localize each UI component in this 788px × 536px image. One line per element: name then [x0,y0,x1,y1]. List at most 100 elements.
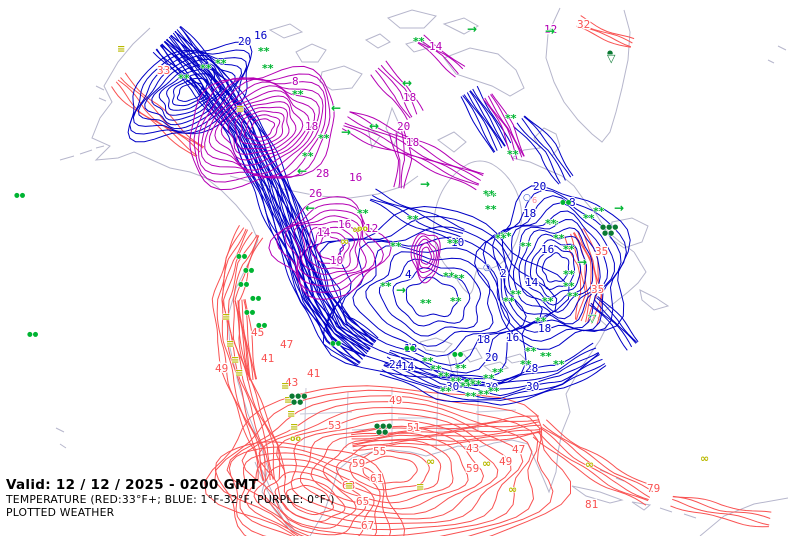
contour-line-cold [524,233,587,306]
contour-line-warm [258,406,524,531]
weather-symbol-snow: ** [593,205,605,218]
weather-symbol-snow: ** [438,370,450,383]
weather-symbol-snow: ** [488,385,500,398]
contour-line-warm [570,233,587,320]
contour-line-warm [290,419,499,520]
contour-label: 65 [356,495,369,508]
coastline-path [405,39,429,53]
contour-line-cold [132,52,248,132]
contour-line-cold [369,199,459,246]
contour-line-cold [386,352,599,386]
contour-label: 20 [238,35,251,48]
contour-line-warm [239,452,381,536]
weather-symbol-eq: ≡ [281,381,289,392]
weather-symbol-inf: ∞ [585,458,594,471]
contour-line-deepcold [344,122,480,185]
weather-symbol-circ: ○ [483,263,491,273]
contour-line-cold [381,363,606,401]
contour-line-warm [228,446,392,536]
weather-symbol-arrR: → [396,283,406,297]
contour-line-deepcold [220,95,304,161]
contour-label: 16 [506,331,519,344]
contour-line-warm [582,228,603,326]
weather-symbol-six: 6 [532,196,537,205]
weather-symbol-cluster: ●● [376,428,388,436]
contour-line-deepcold [293,215,367,281]
weather-symbol-dots: ●● [464,377,476,385]
weather-symbol-snow: ** [357,207,369,220]
contour-line-warm [117,79,201,153]
contour-line-warm [351,419,540,436]
contour-label: 16 [254,29,267,42]
contour-line-warm [214,441,406,536]
coastline-path [461,347,483,363]
contour-label: 12 [365,222,378,235]
contour-line-deepcold [284,209,376,287]
contour-label: 79 [647,482,660,495]
contour-line-warm [670,505,769,528]
weather-symbol-snow: ** [540,350,552,363]
weather-symbol-snow: ** [390,240,402,253]
contour-line-deepcold [268,196,392,300]
weather-symbol-snow: ** [478,388,490,401]
contour-line-warm [672,495,772,513]
weather-symbol-snow: ** [440,385,452,398]
contour-line-cold [156,48,359,366]
weather-symbol-snow: ** [520,240,532,253]
contour-label: 2 [500,267,507,280]
coastline-path [55,45,787,449]
weather-symbol-dots: ●● [560,198,572,206]
contour-line-cold [372,194,464,234]
coastline-path [443,47,525,97]
contour-label: 49 [215,362,228,375]
contour-line-deepcold [276,203,384,293]
contour-line-warm [577,21,633,44]
contour-line-warm [352,429,541,447]
weather-symbol-arrR: → [614,201,624,215]
state-border-path [303,387,307,453]
contour-line-warm [349,449,430,491]
contour-line-deepcold [385,60,424,111]
weather-symbol-snow: ** [507,148,519,161]
weather-symbol-snow: ** [553,358,565,371]
weather-symbol-cluster: ●● [602,229,614,237]
contour-line-warm [234,300,251,381]
weather-symbol-arrR: → [341,125,351,139]
contour-line-warm [545,419,656,488]
contour-line-cold [529,239,582,298]
contour-label: 53 [328,419,341,432]
weather-symbol-snow: ** [485,190,497,203]
contour-label: 4 [405,268,412,281]
contour-label: 30 [526,380,539,393]
weather-symbol-snow: ** [547,218,559,231]
contour-line-warm [221,228,265,481]
coastline-path [385,106,401,148]
contour-line-deepcold [419,39,464,70]
contour-label: 20 [485,351,498,364]
contour-line-warm [253,464,367,536]
coastline-path [571,485,624,504]
contour-line-warm [576,25,631,48]
coastline-path [545,7,631,143]
contour-line-warm [111,86,197,158]
contour-line-warm [244,299,258,380]
contour-line-cold [137,54,243,130]
contour-line-warm [539,427,649,501]
contour-line-cold [512,218,601,320]
weather-symbol-dots: ●● [238,280,250,288]
weather-symbol-arrL: ← [305,201,315,215]
weather-symbol-inf: ∞ [508,483,517,496]
contour-line-cold [597,296,639,343]
weather-symbol-eq: ≡ [416,482,424,493]
weather-symbol-dots: ●● [27,330,39,338]
weather-symbol-snow: ** [500,230,512,243]
weather-symbol-snow: ** [567,290,579,303]
contour-line-deepcold [300,221,360,275]
weather-symbol-cluster: ●●● [600,223,618,231]
contour-line-cold [389,347,597,384]
contour-label: 59 [466,462,479,475]
contour-line-cold [379,365,607,406]
weather-symbol-circ: ○ [523,193,531,203]
weather-symbol-eq: ≡ [222,312,230,323]
contour-line-deepcold [349,111,484,176]
